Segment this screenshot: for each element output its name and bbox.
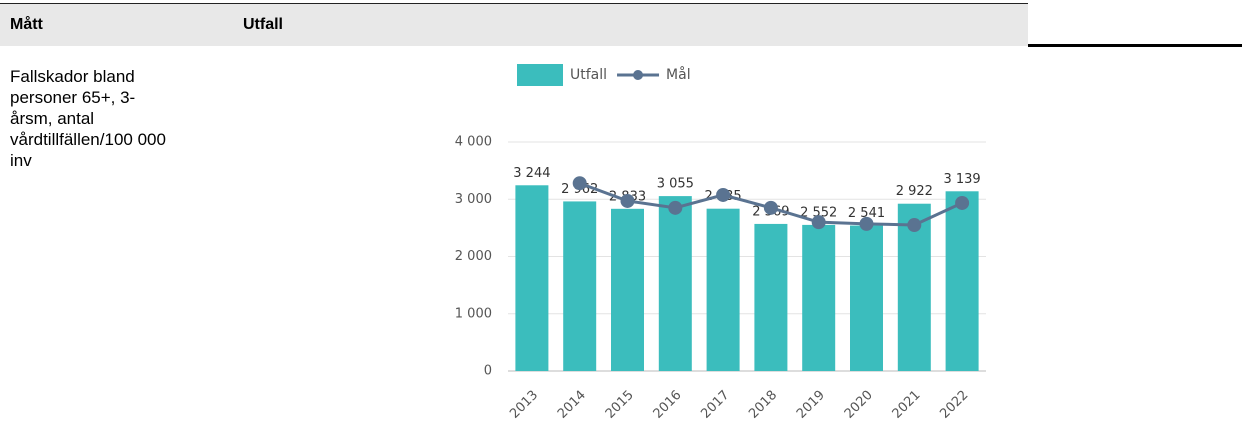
legend-swatch <box>517 64 563 86</box>
line-point <box>763 200 778 215</box>
line-point <box>572 176 587 191</box>
x-tick-label: 2013 <box>507 388 541 422</box>
bar <box>802 224 836 371</box>
data-label: 3 055 <box>657 177 694 192</box>
line-point <box>907 218 922 233</box>
bar <box>611 208 644 371</box>
x-tick-label: 2019 <box>794 388 828 422</box>
x-tick-label: 2014 <box>555 388 589 422</box>
bar <box>515 185 549 371</box>
x-tick-label: 2021 <box>890 388 924 422</box>
legend-label: Mål <box>666 66 691 83</box>
table-header: Mått Utfall <box>0 3 1028 46</box>
bar <box>658 196 692 371</box>
x-tick-label: 2018 <box>746 388 780 422</box>
legend-label: Utfall <box>570 67 607 83</box>
y-tick-label: 1 000 <box>455 306 492 321</box>
bar <box>706 208 740 371</box>
line-point <box>859 216 874 231</box>
data-label: 2 922 <box>896 184 933 199</box>
x-tick-label: 2016 <box>651 388 685 422</box>
line-point <box>620 193 635 208</box>
bar <box>754 223 788 371</box>
y-tick-label: 4 000 <box>455 135 492 150</box>
line-point <box>811 215 826 230</box>
x-tick-label: 2020 <box>842 388 876 422</box>
x-tick-label: 2017 <box>698 388 732 422</box>
header-cell: Mått <box>10 16 43 33</box>
y-tick-label: 0 <box>484 364 492 379</box>
y-tick-label: 2 000 <box>455 249 492 264</box>
data-label: 2 541 <box>848 206 885 221</box>
bar <box>850 225 883 371</box>
data-label: 3 139 <box>943 172 980 187</box>
line-point <box>668 200 683 215</box>
y-tick-label: 3 000 <box>455 192 492 207</box>
row-label: Fallskador bland personer 65+, 3-årsm, a… <box>10 67 166 170</box>
line-point <box>955 195 970 210</box>
legend-swatch <box>633 70 644 80</box>
x-tick-label: 2022 <box>937 388 971 422</box>
rule <box>1028 44 1242 47</box>
bar <box>945 191 979 371</box>
x-tick-label: 2015 <box>603 388 637 422</box>
header-cell: Utfall <box>243 16 283 33</box>
data-label: 3 244 <box>513 166 550 181</box>
data-label: 2 552 <box>800 205 837 220</box>
line-point <box>716 187 731 202</box>
bar <box>563 201 597 371</box>
